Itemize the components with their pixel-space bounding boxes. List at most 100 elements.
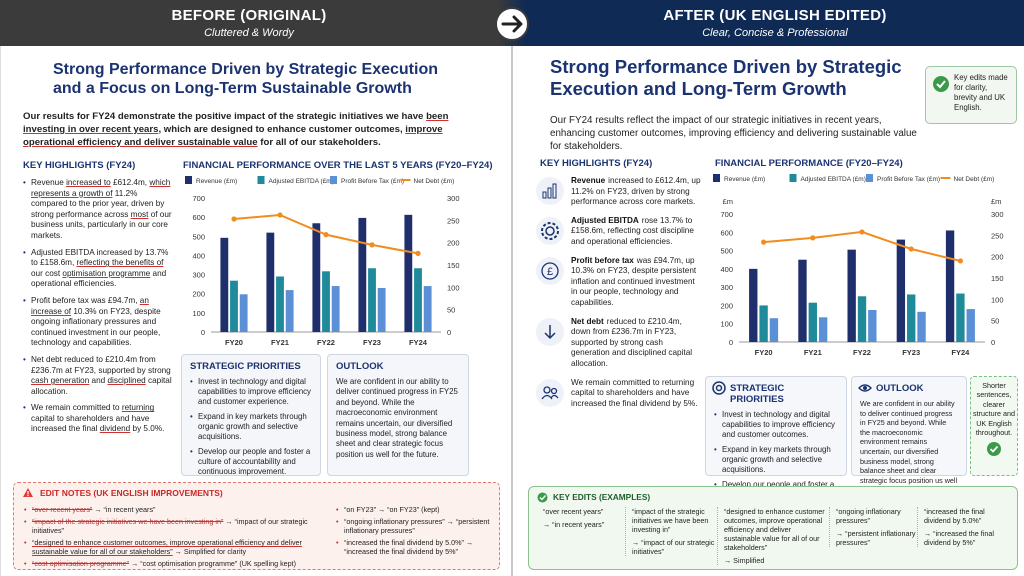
bar <box>239 294 248 332</box>
list-item: Invest in technology and digital capabil… <box>190 377 312 407</box>
before-title: Strong Performance Driven by Strategic E… <box>53 61 438 97</box>
y-tick-label: 700 <box>192 194 205 203</box>
edited-phrase: optimisation programme <box>62 268 151 278</box>
x-tick-label: FY24 <box>409 338 428 347</box>
list-item: Expand in key markets through organic gr… <box>714 445 838 475</box>
y2-axis-label: £m <box>991 197 1001 206</box>
y2-tick-label: 250 <box>447 216 460 225</box>
key-edit: “over recent years” → “in recent years” <box>537 507 625 529</box>
outlook-heading: OUTLOOK <box>336 361 384 372</box>
text-segment: for all of our stakeholders. <box>257 137 381 148</box>
legend-label: Adjusted EBITDA (£m) <box>801 176 866 183</box>
bar <box>749 268 758 342</box>
line <box>763 230 961 262</box>
key-edit: “increased the final dividend by 5.0%” → … <box>917 507 1009 547</box>
svg-text:£: £ <box>547 266 553 278</box>
y2-tick-label: 200 <box>991 253 1004 262</box>
check-icon <box>987 442 1001 457</box>
y2-tick-label: 0 <box>991 338 995 347</box>
bar <box>404 214 413 332</box>
highlight-item: Adjusted EBITDA rose 13.7% to £158.6m, re… <box>535 216 703 248</box>
edited-phrase: dividend <box>99 424 131 434</box>
highlight-item: £ Profit before tax was £94.7m, up 10.3% o… <box>535 256 703 309</box>
highlight-item: Profit before tax was £94.7m, an increas… <box>23 296 175 349</box>
bar <box>818 317 828 342</box>
x-tick-label: FY24 <box>951 348 970 357</box>
bar <box>285 290 294 332</box>
key-edit-to: → Simplified <box>724 556 765 565</box>
highlight-item: We remain committed to returning capital… <box>535 378 703 410</box>
y-tick-label: 600 <box>192 213 205 222</box>
legend-label: Profit Before Tax (£m) <box>877 176 940 183</box>
edited-phrase: which represents a growth of <box>31 178 171 198</box>
legend-swatch <box>257 176 265 184</box>
list-item: Expand in key markets through organic gr… <box>190 412 312 442</box>
key-edit-to: → “in recent years” <box>543 520 605 529</box>
edit-notes: EDIT NOTES (UK ENGLISH IMPROVEMENTS) “ov… <box>13 482 500 570</box>
after-header: AFTER (UK ENGLISH EDITED) Clear, Concise… <box>526 0 1024 46</box>
bar <box>276 276 284 332</box>
highlights-list: Revenue increased to £612.4m, which repr… <box>23 178 175 441</box>
text-segment: 11.2% compared to the prior year, driven… <box>31 188 165 219</box>
y-tick-label: 200 <box>720 301 733 310</box>
edited-phrase: cash generation <box>31 376 90 386</box>
highlight-icon <box>536 378 564 407</box>
edited-phrase: “designed to enhance customer outcomes, … <box>32 538 302 556</box>
legend-swatch <box>330 176 337 184</box>
key-edit-to: → “impact of our strategic initiatives” <box>632 538 715 556</box>
legend-label: Net Debt (£m) <box>954 176 995 183</box>
after-panel: Strong Performance Driven by Strategic E… <box>513 46 1024 576</box>
side-note-text: Shorter sentences, clearer structure and… <box>973 381 1015 438</box>
badge-text: Key edits made for clarity, brevity and … <box>954 73 1008 112</box>
bar <box>896 239 906 342</box>
bar <box>966 309 975 342</box>
edited-phrase: increased to <box>66 178 111 187</box>
highlight-text: We remain committed to returning capital… <box>571 377 698 408</box>
highlights-heading: KEY HIGHLIGHTS (FY24) <box>540 158 653 169</box>
target-icon <box>712 381 726 395</box>
legend-label: Revenue (£m) <box>724 176 765 183</box>
edited-phrase: most <box>130 209 149 219</box>
text-segment: capital to shareholders and have increas… <box>31 413 150 434</box>
list-item: Invest in technology and digital capabil… <box>714 410 838 440</box>
x-tick-label: FY22 <box>317 338 335 347</box>
highlight-text: reduced to £210.4m, down from £236.7m in… <box>571 316 693 368</box>
text-segment: Profit before tax was £94.7m, <box>31 295 140 305</box>
priorities-box: STRATEGIC PRIORITIES Invest in technolog… <box>705 376 847 509</box>
highlight-icon <box>536 317 564 346</box>
text-segment: and operational efficiencies. <box>31 268 167 289</box>
before-header-subtitle: Cluttered & Wordy <box>204 27 294 39</box>
highlight-item: We remain committed to returning capital… <box>23 403 175 435</box>
x-tick-label: FY20 <box>755 348 773 357</box>
y-tick-label: 0 <box>729 338 733 347</box>
chart: Revenue (£m) Adjusted EBITDA (£m) Profit B… <box>713 174 1004 357</box>
y2-tick-label: 150 <box>447 261 460 270</box>
priorities-list: Invest in technology and digital capabil… <box>190 377 312 477</box>
edit-notes-heading: EDIT NOTES (UK ENGLISH IMPROVEMENTS) <box>40 488 223 498</box>
list-item: Develop our people and foster a culture … <box>190 447 312 477</box>
y-tick-label: 300 <box>192 271 205 280</box>
y-tick-label: 500 <box>192 232 205 241</box>
edited-phrase: disciplined <box>107 376 146 386</box>
y2-tick-label: 50 <box>447 306 455 315</box>
highlight-lead: Adjusted EBITDA <box>571 215 639 225</box>
warning-icon <box>23 488 33 497</box>
edited-phrase: “over recent years” <box>32 505 93 514</box>
bar <box>331 286 340 332</box>
y2-tick-label: 300 <box>447 194 460 203</box>
bar <box>220 237 229 332</box>
arrow-icon <box>495 7 529 41</box>
bar <box>917 311 926 342</box>
highlight-text: rose 13.7% to £158.6m, reflecting cost d… <box>571 215 694 246</box>
line-point <box>369 242 375 248</box>
text-segment: “ongoing inflationary pressures” → “pers… <box>344 517 490 535</box>
bar <box>266 232 275 332</box>
line-point <box>277 212 283 218</box>
highlight-icon <box>536 216 564 245</box>
divider <box>511 46 513 576</box>
text-segment: by 5.0%. <box>130 424 165 434</box>
text-segment: → Simplified for clarity <box>172 547 247 556</box>
after-title: Strong Performance Driven by Strategic E… <box>550 56 902 99</box>
highlights-heading: KEY HIGHLIGHTS (FY24) <box>23 160 136 171</box>
x-tick-label: FY23 <box>363 338 381 347</box>
